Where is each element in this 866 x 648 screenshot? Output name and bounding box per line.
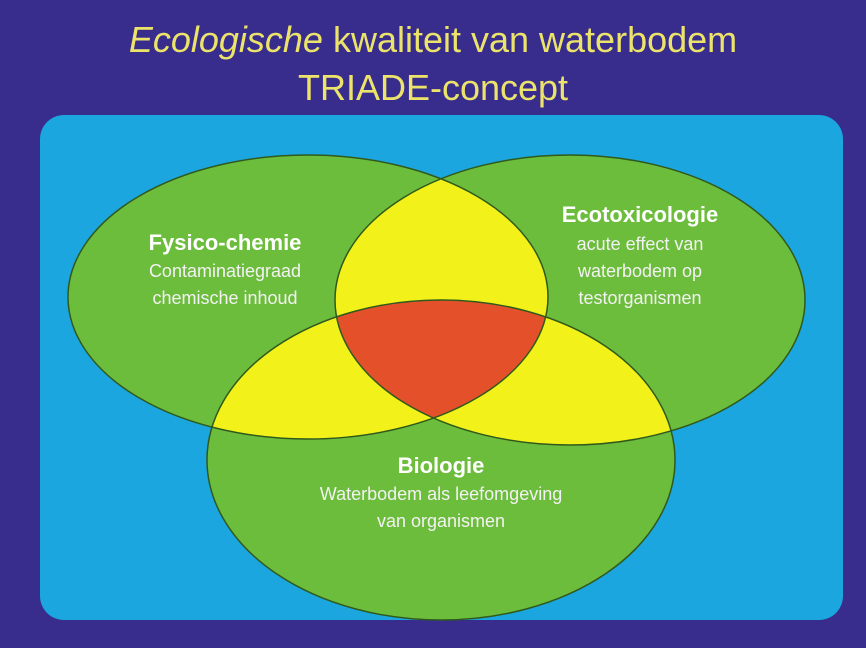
circle-label: Fysico-chemie (149, 230, 302, 255)
title-line-2: TRIADE-concept (298, 67, 568, 108)
circle-text: Waterbodem als leefomgeving (320, 484, 562, 504)
circle-text: Contaminatiegraad (149, 261, 301, 281)
circle-label: Biologie (398, 453, 485, 478)
title-rest: kwaliteit van waterbodem (333, 19, 737, 60)
circle-text: chemische inhoud (152, 288, 297, 308)
title-italic: Ecologische (129, 19, 323, 60)
circle-text: testorganismen (578, 288, 701, 308)
circle-text: waterbodem op (577, 261, 702, 281)
circle-text: van organismen (377, 511, 505, 531)
circle-text: acute effect van (577, 234, 704, 254)
circle-label: Ecotoxicologie (562, 202, 718, 227)
title-line-1: Ecologische kwaliteit van waterbodem (129, 19, 737, 60)
